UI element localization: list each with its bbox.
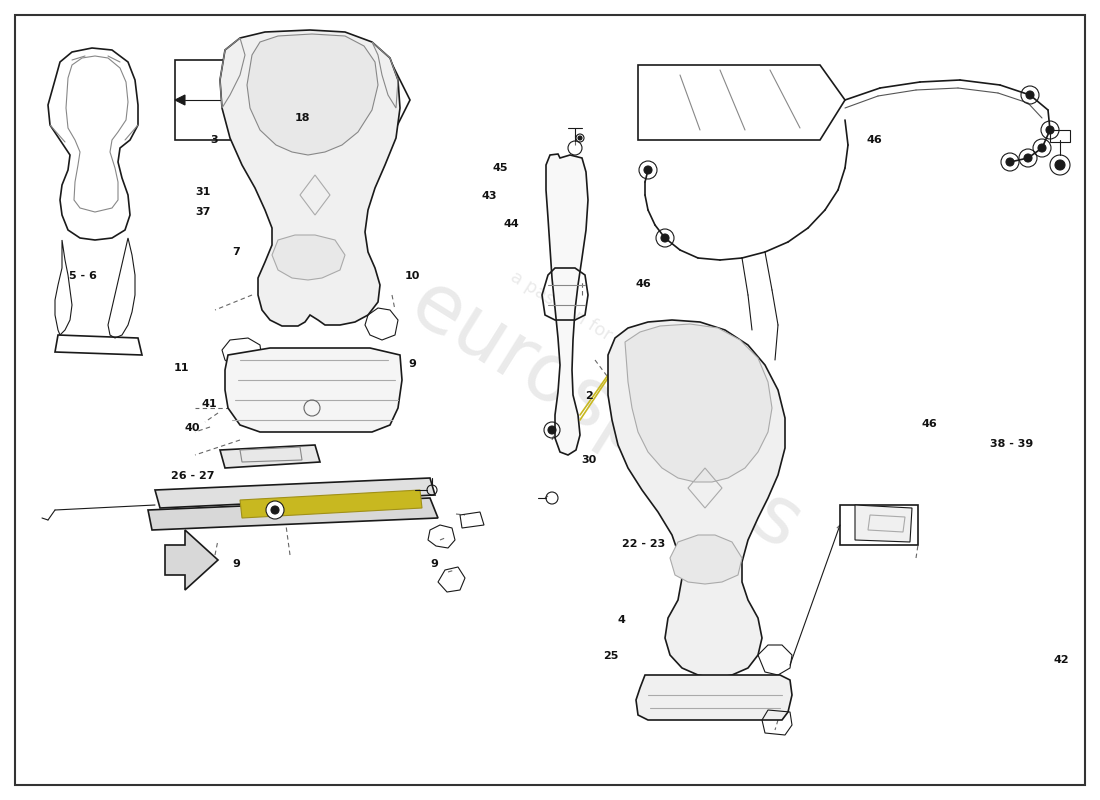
Text: 3: 3 (211, 135, 218, 145)
Text: 46: 46 (922, 419, 937, 429)
Polygon shape (155, 478, 434, 508)
Text: 41: 41 (201, 399, 217, 409)
Polygon shape (272, 235, 345, 280)
Text: 18: 18 (295, 114, 310, 123)
Polygon shape (220, 445, 320, 468)
Polygon shape (625, 324, 772, 482)
Polygon shape (220, 30, 400, 326)
Text: 38 - 39: 38 - 39 (990, 439, 1034, 449)
Text: 30: 30 (581, 455, 596, 465)
Polygon shape (148, 498, 438, 530)
Text: 10: 10 (405, 271, 420, 281)
Polygon shape (175, 95, 185, 105)
Circle shape (1046, 126, 1054, 134)
Text: 11: 11 (174, 363, 189, 373)
Polygon shape (608, 320, 785, 678)
Circle shape (578, 136, 582, 140)
Text: 26 - 27: 26 - 27 (170, 471, 214, 481)
Circle shape (271, 506, 279, 514)
Circle shape (266, 501, 284, 519)
Text: eurospares: eurospares (395, 265, 815, 567)
Polygon shape (248, 34, 378, 155)
Text: 44: 44 (504, 219, 519, 229)
Text: 40: 40 (185, 423, 200, 433)
Text: 42: 42 (1054, 655, 1069, 665)
Text: 37: 37 (196, 207, 211, 217)
Text: 4: 4 (617, 615, 626, 625)
Text: 9: 9 (408, 359, 417, 369)
Polygon shape (546, 154, 589, 455)
Text: a passion for parts since 1985: a passion for parts since 1985 (507, 268, 747, 428)
Circle shape (644, 166, 652, 174)
Text: 43: 43 (482, 191, 497, 201)
Text: 9: 9 (232, 559, 241, 569)
Polygon shape (855, 505, 912, 542)
Text: 25: 25 (603, 651, 618, 661)
Polygon shape (240, 490, 422, 518)
Circle shape (661, 234, 669, 242)
Circle shape (1026, 91, 1034, 99)
Text: 31: 31 (196, 187, 211, 197)
Text: 46: 46 (867, 135, 882, 145)
Text: 45: 45 (493, 163, 508, 173)
Text: 9: 9 (430, 559, 439, 569)
Circle shape (1038, 144, 1046, 152)
Circle shape (1024, 154, 1032, 162)
Polygon shape (165, 530, 218, 590)
Circle shape (548, 426, 556, 434)
Polygon shape (636, 675, 792, 720)
Text: 22 - 23: 22 - 23 (621, 539, 665, 549)
Text: 2: 2 (584, 391, 593, 401)
Circle shape (1055, 160, 1065, 170)
Polygon shape (226, 348, 402, 432)
Text: 46: 46 (636, 279, 651, 289)
Text: 7: 7 (232, 247, 241, 257)
Circle shape (1006, 158, 1014, 166)
Polygon shape (670, 535, 742, 584)
Text: 5 - 6: 5 - 6 (68, 271, 97, 281)
